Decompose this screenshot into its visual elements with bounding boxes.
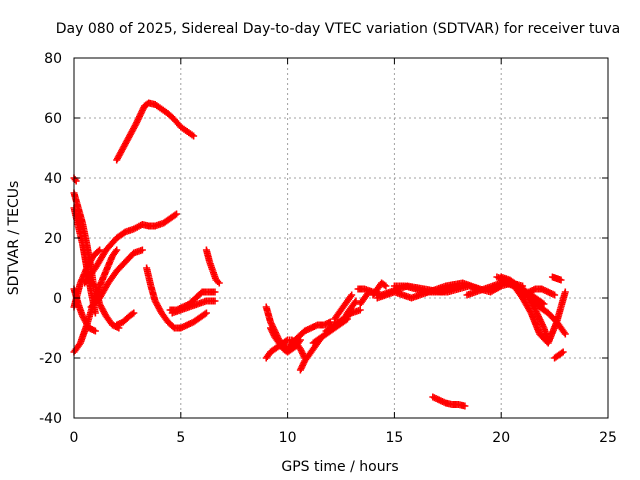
- series-arc-22: [339, 297, 360, 326]
- data-point: [202, 309, 210, 317]
- data-point: [128, 310, 136, 318]
- data-point: [171, 211, 179, 219]
- grid-lines: [74, 58, 608, 418]
- data-point: [173, 210, 181, 218]
- data-point: [540, 300, 548, 308]
- series-arc-24: [356, 288, 373, 308]
- data-point: [561, 288, 569, 296]
- series-arc-7: [70, 285, 99, 335]
- data-point: [113, 246, 121, 254]
- data-point: [559, 348, 567, 356]
- x-tick-label: 0: [70, 430, 79, 446]
- data-point: [94, 247, 102, 255]
- y-tick-label: -40: [39, 411, 62, 427]
- y-tick-label: 60: [44, 111, 62, 127]
- data-point: [138, 246, 146, 254]
- x-tick-label: 5: [176, 430, 185, 446]
- x-tick-label: 20: [492, 430, 510, 446]
- series-arc-8: [87, 246, 146, 311]
- data-point: [190, 132, 198, 140]
- data-point: [282, 337, 290, 345]
- data-point: [558, 349, 566, 357]
- data-point: [96, 246, 104, 254]
- series-arc-34: [519, 285, 559, 302]
- data-point: [560, 329, 568, 336]
- data-point: [211, 297, 219, 305]
- series-arc-1: [70, 174, 80, 185]
- y-tick-label: 80: [44, 51, 62, 67]
- data-point: [91, 327, 99, 335]
- series-arc-10: [143, 264, 210, 332]
- y-axis-label: SDTVAR / TECUs: [6, 181, 22, 296]
- y-tick-label: 40: [44, 171, 62, 187]
- data-point: [557, 276, 565, 284]
- data-point: [201, 310, 209, 318]
- series-arc-36: [551, 348, 567, 362]
- y-tick-label: 20: [44, 231, 62, 247]
- data-point: [352, 297, 360, 305]
- series-arc-17: [284, 318, 334, 353]
- data-point: [551, 291, 559, 299]
- x-tick-label: 25: [599, 430, 617, 446]
- series-arc-12: [168, 297, 219, 317]
- data-point: [348, 291, 356, 299]
- data-point: [461, 402, 469, 410]
- series-arc-peak-65: [113, 99, 198, 164]
- data-point: [356, 306, 364, 314]
- x-tick-label: 10: [279, 430, 297, 446]
- x-axis-label: GPS time / hours: [281, 459, 398, 475]
- chart-title: Day 080 of 2025, Sidereal Day-to-day VTE…: [56, 21, 620, 37]
- data-series-layer: [70, 99, 569, 410]
- data-point: [130, 309, 138, 317]
- series-arc-35: [548, 273, 565, 284]
- series-arc-13: [202, 246, 223, 287]
- series-arc-9: [113, 309, 138, 329]
- series-arc-4: [81, 210, 181, 287]
- data-point: [538, 299, 546, 307]
- series-arc-21: [331, 291, 356, 323]
- data-point: [382, 282, 390, 290]
- y-tick-label: 0: [53, 291, 62, 307]
- y-tick-label: -20: [39, 351, 62, 367]
- data-point: [211, 288, 219, 296]
- data-point: [326, 318, 334, 326]
- data-point: [347, 293, 355, 300]
- data-point: [351, 299, 359, 306]
- series-arc-18: [296, 333, 326, 374]
- data-point: [561, 330, 569, 338]
- data-point: [364, 290, 372, 297]
- axis-ticks: 0 5 10 15 20 25 -40 -20 0 20 40 60 80: [39, 51, 617, 446]
- data-point: [215, 279, 223, 287]
- data-point: [380, 281, 388, 289]
- data-point: [544, 336, 552, 344]
- data-point: [365, 288, 373, 296]
- series-arc-28: [429, 393, 469, 410]
- data-point: [71, 176, 79, 183]
- data-point: [112, 248, 120, 255]
- series-arc-26: [369, 279, 390, 299]
- x-tick-label: 15: [385, 430, 403, 446]
